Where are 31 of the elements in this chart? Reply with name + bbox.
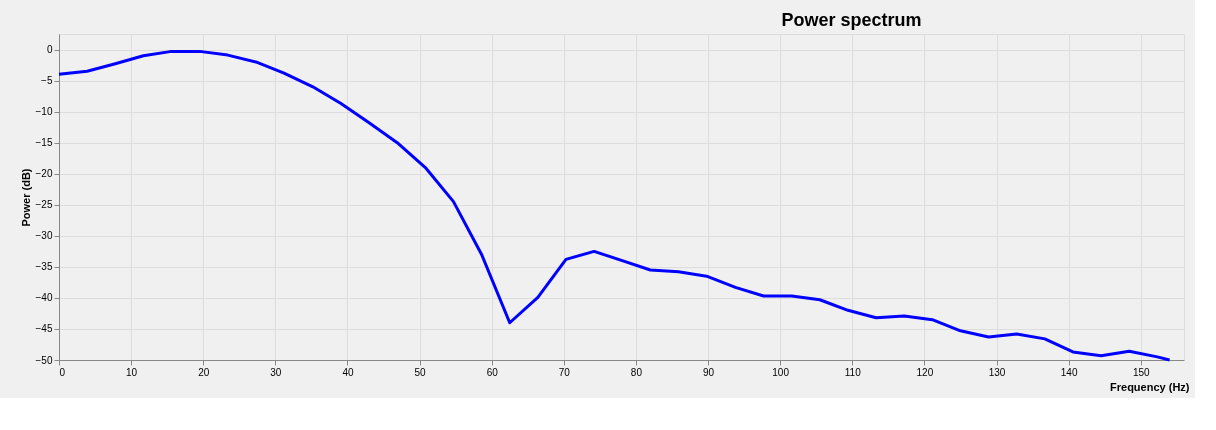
y-axis-title: Power (dB) xyxy=(19,168,32,227)
x-tick-label: 90 xyxy=(702,366,715,378)
x-tick-label: 0 xyxy=(59,366,66,378)
x-tick-label: 50 xyxy=(414,366,427,378)
y-tick-label: −10 xyxy=(35,106,53,118)
x-tick-label: 130 xyxy=(988,366,1006,378)
x-tick-label: 110 xyxy=(844,366,862,378)
y-tick-label: −35 xyxy=(35,261,53,273)
y-tick-label: −50 xyxy=(35,354,53,366)
x-tick-label: 150 xyxy=(1132,366,1151,378)
x-tick-label: 60 xyxy=(486,366,499,378)
y-tick-label: −5 xyxy=(41,75,53,87)
y-tick-label: −15 xyxy=(35,137,53,149)
y-tick-label: −40 xyxy=(35,292,53,304)
x-tick-label: 80 xyxy=(630,366,643,378)
chart-title: Power spectrum xyxy=(781,10,922,30)
x-tick-label: 30 xyxy=(270,366,282,378)
x-tick-label: 120 xyxy=(916,366,934,378)
x-axis-title: Frequency (Hz) xyxy=(1110,380,1190,393)
y-tick-label: −30 xyxy=(35,230,53,242)
y-tick-label: −20 xyxy=(35,168,53,180)
y-tick-label: 0 xyxy=(46,44,53,56)
x-tick-label: 20 xyxy=(198,366,210,378)
x-tick-label: 40 xyxy=(342,366,354,378)
x-tick-label: 140 xyxy=(1060,366,1078,378)
y-tick-label: −45 xyxy=(35,323,53,335)
line-series xyxy=(57,49,1172,362)
x-tick-label: 100 xyxy=(772,366,790,378)
x-tick-label: 70 xyxy=(558,366,571,378)
y-tick-label: −25 xyxy=(35,199,53,211)
x-tick-label: 10 xyxy=(126,366,138,378)
